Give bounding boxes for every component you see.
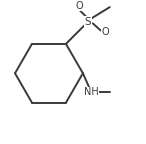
- Text: O: O: [75, 1, 83, 11]
- Text: NH: NH: [84, 87, 99, 97]
- Text: S: S: [85, 17, 91, 27]
- Text: O: O: [102, 27, 109, 37]
